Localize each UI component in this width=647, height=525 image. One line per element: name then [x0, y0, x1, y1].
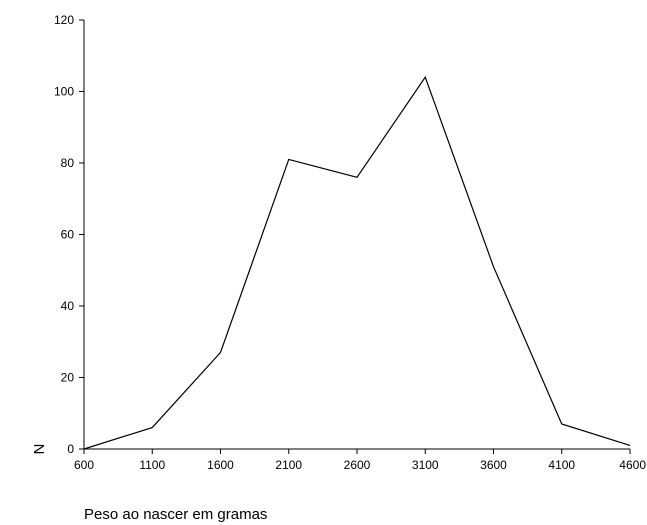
y-tick-label: 100 [54, 85, 74, 99]
x-tick-label: 4100 [548, 458, 575, 472]
x-tick-label: 1600 [207, 458, 234, 472]
y-axis: 0 20 40 60 80 100 120 [54, 13, 85, 456]
y-tick-label: 60 [61, 228, 75, 242]
x-tick-label: 1100 [139, 458, 165, 472]
x-tick-label: 2600 [344, 458, 371, 472]
series-group [83, 75, 631, 450]
x-axis-title: Peso ao nascer em gramas [84, 506, 267, 523]
y-tick-label: 80 [61, 156, 75, 170]
x-tick-label: 3100 [412, 458, 439, 472]
y-tick-label: 20 [61, 371, 75, 385]
x-ticks: 600 1100 1600 2100 2600 3100 3600 4100 4600 [74, 449, 646, 472]
y-tick-label: 40 [61, 299, 75, 313]
x-tick-label: 600 [74, 458, 94, 472]
x-tick-label: 2100 [275, 458, 302, 472]
x-tick-label: 3600 [480, 458, 507, 472]
x-tick-label: 4600 [619, 458, 646, 472]
y-tick-label: 0 [67, 442, 74, 456]
x-axis: 600 1100 1600 2100 2600 3100 3600 4100 4600 [74, 448, 646, 472]
y-ticks: 0 20 40 60 80 100 120 [54, 13, 84, 456]
y-tick-label: 120 [54, 13, 74, 27]
y-axis-title: N [30, 444, 47, 455]
series-line [83, 75, 631, 450]
